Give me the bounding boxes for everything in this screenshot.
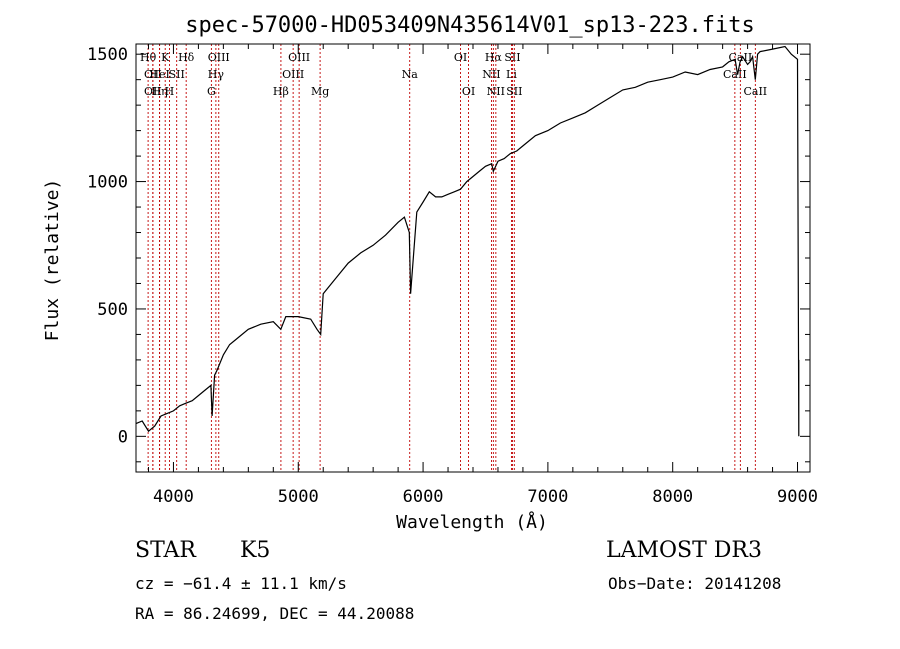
object-class: STAR [135, 538, 196, 563]
marker-label: Na [402, 68, 419, 81]
line-markers: HθOIIOIIHηHeIKHSIIHδGHγOIIIHβOIIIOIIIMgN… [140, 44, 767, 472]
spectrum-plot: spec-57000-HD053409N435614V01_sp13-223.f… [42, 13, 818, 533]
marker-label: OI [454, 51, 467, 64]
subclass: K5 [240, 538, 271, 563]
x-tick-label: 7000 [527, 487, 568, 507]
spectrum-line [135, 45, 800, 437]
marker-label: CaII [743, 85, 767, 98]
marker-label: Hγ [208, 68, 225, 81]
x-tick-label: 6000 [403, 487, 444, 507]
x-tick-label: 5000 [278, 487, 319, 507]
marker-label: NII [482, 68, 500, 81]
marker-label: H [165, 85, 175, 98]
marker-label: OIII [282, 68, 304, 81]
marker-label: OII [144, 68, 162, 81]
x-tick-label: 8000 [652, 487, 693, 507]
marker-label: NII [487, 85, 505, 98]
marker-label: Hα [485, 51, 503, 64]
marker-label: Hη [151, 85, 167, 98]
marker-label: CaII [729, 51, 753, 64]
marker-label: G [207, 85, 216, 98]
marker-label: OIII [288, 51, 310, 64]
coordinates: RA = 86.24699, DEC = 44.20088 [135, 604, 415, 623]
x-tick-label: 4000 [153, 487, 194, 507]
marker-label: Hδ [178, 51, 195, 64]
marker-label: CaII [723, 68, 747, 81]
observation-date: Obs−Date: 20141208 [608, 574, 782, 593]
marker-label: SII [506, 85, 522, 98]
marker-label: OI [462, 85, 475, 98]
chart-title: spec-57000-HD053409N435614V01_sp13-223.f… [185, 13, 755, 38]
marker-label: OIII [208, 51, 230, 64]
marker-label: SII [169, 68, 185, 81]
axis-ticks: 4000 5000 6000 7000 8000 9000 0 500 1000 1500 [87, 44, 818, 507]
marker-label: Hθ [140, 51, 157, 64]
y-tick-label: 500 [97, 300, 128, 320]
plot-frame [135, 43, 811, 473]
marker-label: Hβ [273, 85, 289, 98]
x-axis-label: Wavelength (Å) [396, 511, 548, 533]
marker-label: SII [504, 51, 520, 64]
marker-label: OII [144, 85, 162, 98]
survey-name: LAMOST DR3 [606, 538, 762, 563]
marker-label: HeI [149, 68, 169, 81]
redshift-cz: cz = −61.4 ± 11.1 km/s [135, 574, 347, 593]
y-tick-label: 0 [118, 427, 128, 447]
y-axis-label: Flux (relative) [42, 179, 63, 342]
y-tick-label: 1500 [87, 45, 128, 65]
marker-label: Mg [311, 85, 329, 98]
marker-label: Li [506, 68, 517, 81]
x-tick-label: 9000 [777, 487, 818, 507]
y-tick-label: 1000 [87, 173, 128, 193]
marker-label: K [161, 51, 170, 64]
